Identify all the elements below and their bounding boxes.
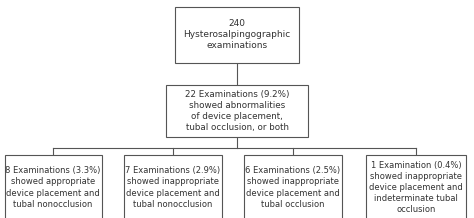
FancyBboxPatch shape [245, 155, 341, 218]
FancyBboxPatch shape [366, 155, 466, 218]
FancyBboxPatch shape [124, 155, 221, 218]
Text: 240
Hysterosalpingographic
examinations: 240 Hysterosalpingographic examinations [183, 19, 291, 51]
Text: 8 Examinations (3.3%)
showed appropriate
device placement and
tubal nonocclusion: 8 Examinations (3.3%) showed appropriate… [5, 166, 101, 209]
FancyBboxPatch shape [175, 7, 299, 63]
FancyBboxPatch shape [166, 85, 308, 137]
Text: 6 Examinations (2.5%)
showed inappropriate
device placement and
tubal occlusion: 6 Examinations (2.5%) showed inappropria… [246, 166, 340, 209]
FancyBboxPatch shape [5, 155, 101, 218]
Text: 22 Examinations (9.2%)
showed abnormalities
of device placement,
tubal occlusion: 22 Examinations (9.2%) showed abnormalit… [185, 90, 289, 132]
Text: 7 Examinations (2.9%)
showed inappropriate
device placement and
tubal nonocclusi: 7 Examinations (2.9%) showed inappropria… [126, 166, 220, 209]
Text: 1 Examination (0.4%)
showed inappropriate
device placement and
indeterminate tub: 1 Examination (0.4%) showed inappropriat… [369, 161, 463, 214]
